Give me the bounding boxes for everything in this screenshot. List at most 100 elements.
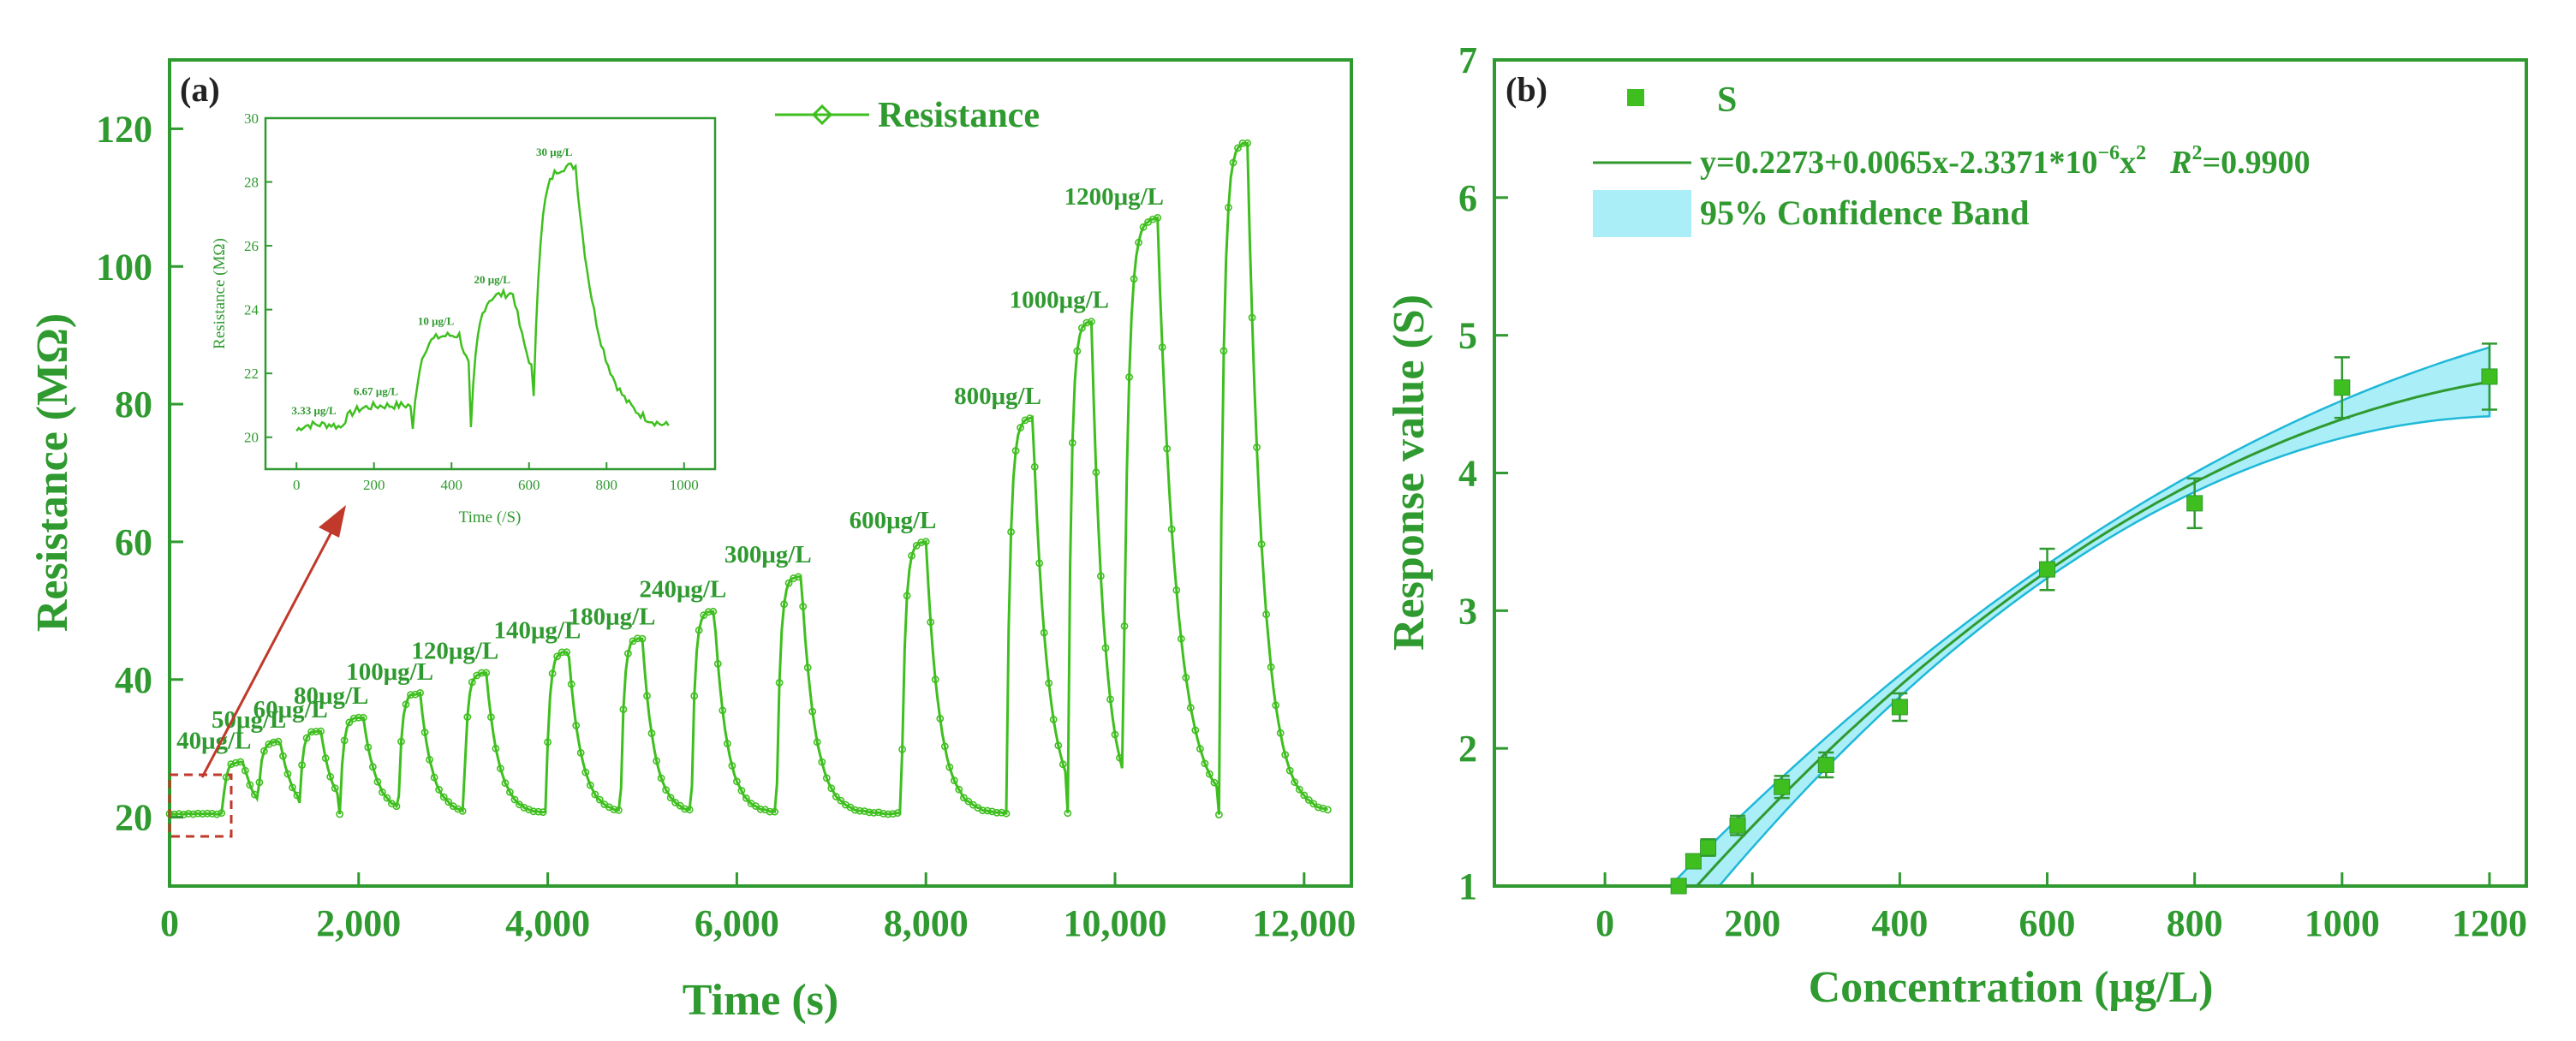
resistance-marker (964, 797, 973, 806)
panel-b-chart: 0 200 400 600 800 1000 1200 1 2 3 4 5 6 7 (b) Concen… (1385, 39, 2528, 1012)
resistance-marker (1120, 622, 1129, 630)
panel-a-x-ticks: 0 2,000 4,000 6,000 8,000 10,000 12,000 (160, 872, 1356, 944)
resistance-marker (487, 713, 495, 722)
resistance-marker (336, 810, 344, 818)
data-point (1670, 877, 1687, 895)
resistance-marker (529, 807, 538, 816)
resistance-marker (255, 778, 264, 787)
resistance-marker (818, 758, 826, 766)
resistance-marker (1097, 572, 1105, 580)
resistance-marker (1225, 203, 1232, 211)
resistance-marker (407, 691, 414, 699)
zoom-arrow-line (200, 523, 337, 778)
resistance-marker (1002, 809, 1011, 818)
resistance-marker (539, 808, 547, 817)
resistance-marker (1125, 373, 1133, 381)
resistance-marker (435, 786, 443, 794)
resistance-marker (241, 766, 249, 775)
inset-peak-label: 30 μg/L (536, 146, 573, 158)
resistance-marker (662, 786, 670, 794)
x-tick-label: 0 (1595, 902, 1614, 944)
resistance-marker (274, 737, 283, 746)
resistance-marker (558, 648, 566, 657)
resistance-marker (355, 713, 363, 722)
resistance-marker (780, 600, 788, 609)
resistance-marker (832, 793, 840, 800)
resistance-marker (340, 736, 349, 745)
data-point (2186, 477, 2203, 530)
panel-a-tag: (a) (180, 70, 220, 109)
resistance-marker (737, 787, 746, 794)
resistance-marker (784, 579, 793, 587)
resistance-marker (510, 795, 519, 804)
legend-label-s: S (1717, 80, 1737, 120)
inset-x-ticks: 0 200 400 600 800 1000 (293, 462, 699, 493)
inset-y-tick-label: 28 (244, 175, 259, 191)
inset-peak-label: 6.67 μg/L (354, 384, 398, 397)
data-point (1685, 853, 1702, 870)
resistance-marker (576, 749, 585, 757)
inset-x-axis-title: Time (/S) (459, 509, 522, 526)
resistance-marker (468, 678, 476, 687)
fit-eq-main: y=0.2273+0.0065x-2.3371*10 (1700, 145, 2097, 181)
resistance-marker (595, 795, 604, 804)
peak-label: 40μg/L (176, 727, 251, 754)
resistance-marker (903, 592, 911, 600)
resistance-marker (1026, 414, 1034, 422)
zoom-arrow-head-icon (319, 505, 346, 538)
resistance-marker (1030, 462, 1039, 471)
data-point (2481, 342, 2498, 411)
resistance-marker (931, 675, 939, 684)
resistance-marker (1111, 730, 1119, 739)
panel-b-y-ticks: 1 2 3 4 5 6 7 (1458, 39, 1508, 907)
legend-label-band: 95% Confidence Band (1700, 193, 2030, 232)
resistance-marker (865, 808, 874, 817)
y-tick-label: 3 (1458, 590, 1477, 632)
resistance-marker (837, 796, 845, 805)
y-tick-label: 5 (1458, 315, 1477, 357)
resistance-marker (940, 742, 949, 751)
resistance-marker (1215, 811, 1223, 818)
resistance-marker (1078, 324, 1086, 332)
inset-frame (264, 116, 717, 471)
resistance-marker (880, 810, 887, 818)
peak-label: 60μg/L (253, 696, 328, 723)
resistance-marker (331, 784, 339, 792)
resistance-marker (808, 707, 817, 716)
resistance-marker (572, 722, 581, 729)
resistance-marker (624, 650, 632, 657)
resistance-marker (1116, 753, 1124, 762)
peak-label: 600μg/L (850, 507, 937, 534)
resistance-marker (870, 809, 878, 817)
resistance-marker (936, 715, 945, 723)
resistance-marker (988, 807, 996, 816)
inset-y-ticks: 20 22 24 26 28 30 (244, 110, 272, 446)
resistance-marker (586, 781, 594, 789)
x-tick-label: 10,000 (1064, 902, 1167, 944)
resistance-marker (246, 781, 254, 789)
panel-a-chart: 0 2,000 4,000 6,000 8,000 10,000 12,000 20 40 60… (28, 58, 1356, 1025)
resistance-marker (790, 574, 797, 582)
resistance-marker (1058, 760, 1067, 769)
y-tick-label: 80 (115, 384, 152, 425)
resistance-marker (250, 790, 259, 799)
resistance-marker (525, 806, 533, 814)
y-tick-label: 40 (115, 659, 152, 701)
x-tick-label: 8,000 (884, 902, 969, 944)
data-point (1891, 692, 1908, 723)
resistance-marker (921, 538, 930, 546)
inset-y-tick-label: 24 (244, 302, 259, 318)
data-point (1729, 814, 1746, 836)
resistance-marker (208, 810, 217, 818)
resistance-marker (1135, 238, 1142, 247)
resistance-marker (1304, 796, 1313, 804)
resistance-marker (1064, 809, 1072, 818)
resistance-marker (591, 790, 599, 799)
resistance-marker (690, 692, 699, 700)
resistance-marker (269, 738, 277, 747)
resistance-marker (1191, 726, 1200, 735)
resistance-marker (544, 738, 552, 747)
inset-peak-label: 3.33 μg/L (291, 404, 336, 417)
inset-resistance-line (295, 162, 670, 432)
